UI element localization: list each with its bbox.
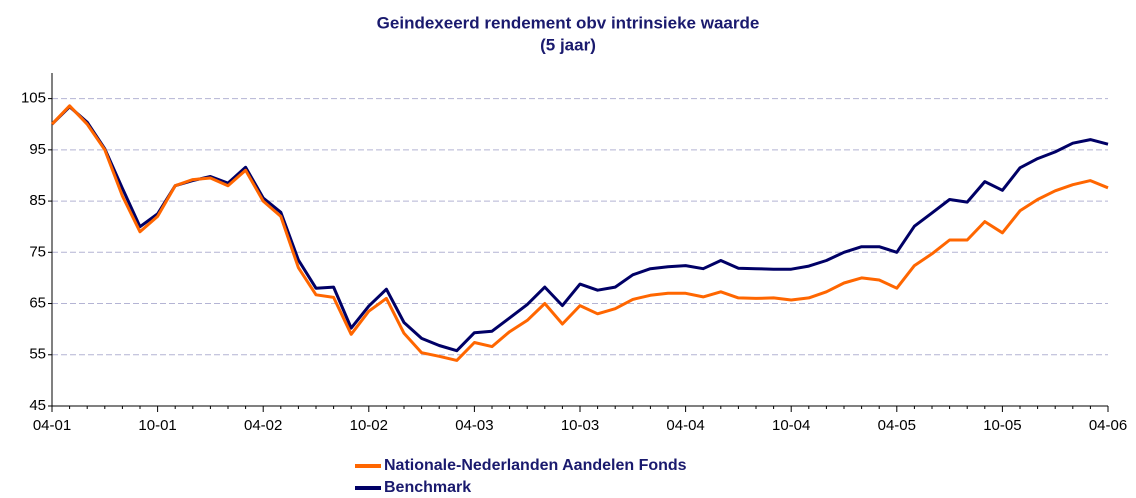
series-line [50,104,1109,362]
x-tick-label: 10-02 [350,417,388,434]
y-tick-label: 75 [29,243,46,260]
x-tick-label: 10-03 [561,417,599,434]
series-line [50,105,1109,353]
x-tick-label: 10-04 [772,417,810,434]
chart-title: Geindexeerd rendement obv intrinsieke wa… [377,13,760,32]
x-tick-label: 04-02 [244,417,282,434]
y-tick-label: 85 [29,192,46,209]
x-tick-label: 10-01 [138,417,176,434]
legend-label: Benchmark [384,479,471,496]
x-tick-label: 04-01 [33,417,71,434]
x-tick-label: 04-06 [1089,417,1127,434]
x-tick-label: 10-05 [983,417,1021,434]
x-tick-label: 04-03 [455,417,493,434]
y-tick-label: 95 [29,141,46,158]
y-tick-label: 55 [29,346,46,363]
y-tick-label: 105 [21,90,46,107]
x-tick-label: 04-05 [878,417,916,434]
y-tick-label: 45 [29,397,46,414]
legend-label: Nationale-Nederlanden Aandelen Fonds [384,457,687,474]
y-tick-label: 65 [29,295,46,312]
chart-subtitle: (5 jaar) [540,35,596,54]
x-tick-label: 04-04 [666,417,704,434]
